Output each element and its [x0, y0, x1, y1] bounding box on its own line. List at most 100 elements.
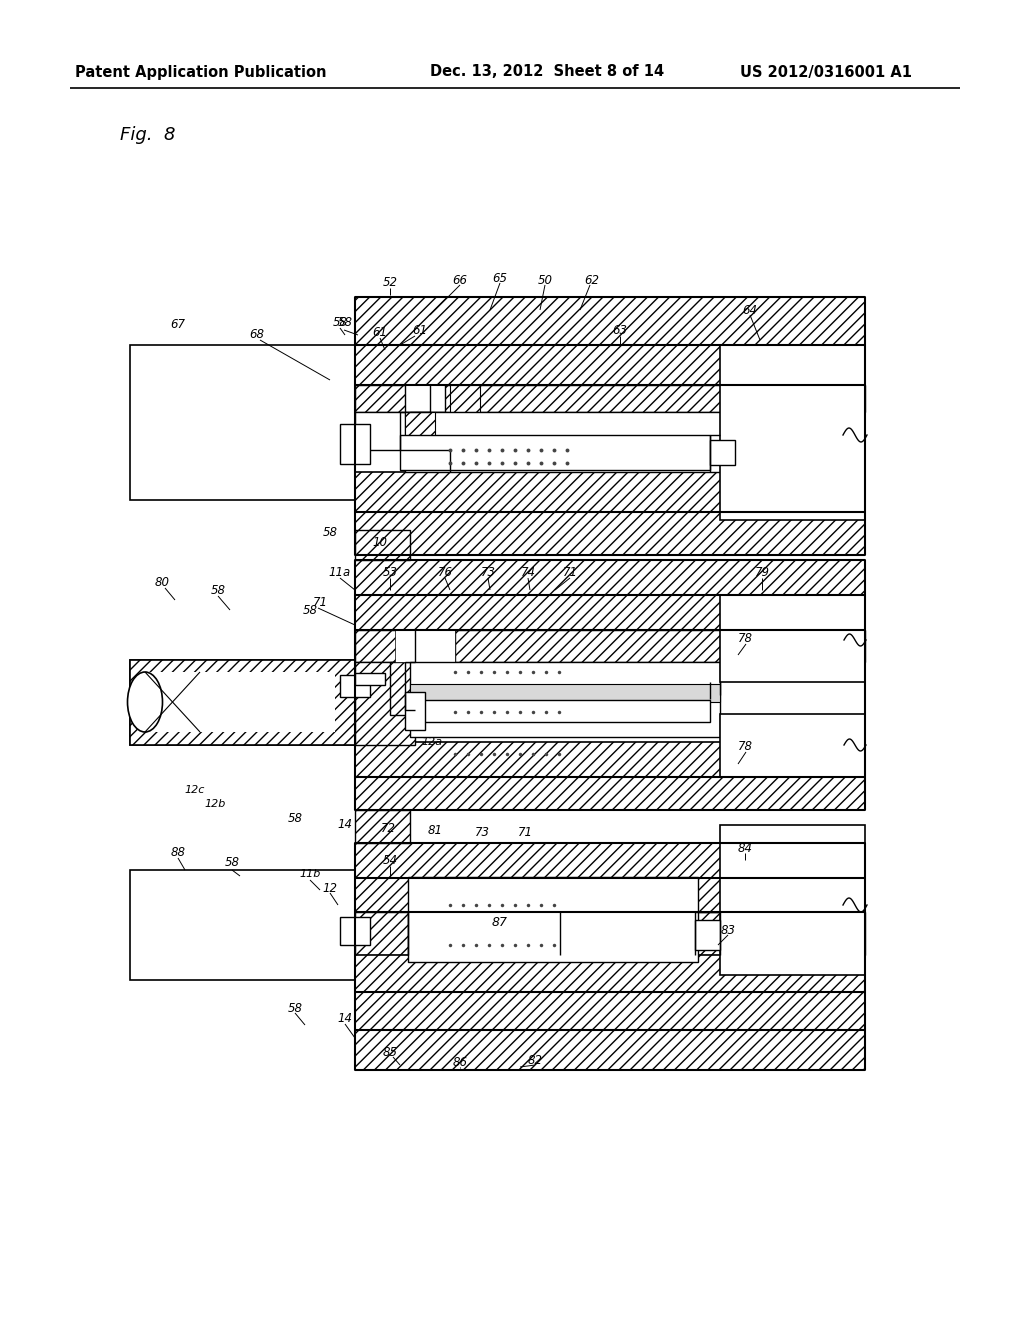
Bar — [145, 672, 335, 733]
Text: 74: 74 — [520, 565, 536, 578]
Bar — [355, 843, 865, 878]
Bar — [130, 870, 355, 979]
Bar — [395, 630, 455, 663]
Text: 71: 71 — [312, 595, 328, 609]
Text: 65: 65 — [493, 272, 508, 285]
Text: 85: 85 — [383, 1045, 397, 1059]
Bar — [410, 684, 720, 702]
Text: 87: 87 — [492, 916, 508, 928]
Text: 78: 78 — [737, 631, 753, 644]
Text: 63: 63 — [612, 323, 628, 337]
Text: 14: 14 — [338, 1011, 352, 1024]
Text: Patent Application Publication: Patent Application Publication — [75, 65, 327, 79]
Text: 11a: 11a — [329, 565, 351, 578]
Text: 73: 73 — [474, 825, 489, 838]
Text: 12: 12 — [323, 882, 338, 895]
Bar — [355, 595, 865, 630]
Bar — [408, 876, 698, 962]
Bar — [355, 878, 865, 912]
Text: 83: 83 — [721, 924, 735, 936]
Bar — [695, 920, 720, 950]
Text: 86: 86 — [453, 1056, 468, 1068]
Text: 58: 58 — [288, 1002, 302, 1015]
Text: 53: 53 — [383, 565, 397, 578]
Bar — [355, 1030, 865, 1071]
Bar — [355, 412, 445, 450]
Bar — [415, 700, 710, 722]
Bar — [355, 630, 406, 663]
Text: Fig.  8: Fig. 8 — [120, 125, 175, 144]
Bar — [355, 663, 415, 744]
Text: 11b: 11b — [299, 869, 321, 879]
Bar — [355, 810, 410, 843]
Bar — [355, 777, 865, 810]
Text: 78: 78 — [737, 741, 753, 754]
Text: 58: 58 — [224, 857, 240, 870]
Bar — [406, 412, 725, 473]
Text: 64: 64 — [742, 304, 758, 317]
Text: 12a: 12a — [422, 737, 442, 747]
Bar — [455, 630, 865, 663]
Text: 14: 14 — [338, 817, 352, 830]
Bar — [720, 595, 865, 682]
Bar — [355, 297, 865, 345]
Bar — [390, 663, 450, 715]
Text: 81: 81 — [427, 824, 442, 837]
Bar — [355, 954, 865, 993]
Bar — [720, 825, 865, 975]
Text: 80: 80 — [155, 576, 170, 589]
Text: 82: 82 — [527, 1053, 543, 1067]
Bar — [130, 345, 355, 500]
Bar — [720, 345, 865, 520]
Bar — [130, 660, 355, 744]
Bar — [560, 912, 865, 954]
Bar — [406, 412, 435, 450]
Text: 58: 58 — [323, 527, 338, 540]
Text: 71: 71 — [562, 565, 578, 578]
Text: 71: 71 — [517, 826, 532, 840]
Bar — [340, 917, 370, 945]
Text: 67: 67 — [171, 318, 185, 331]
Bar — [355, 512, 865, 554]
Text: 79: 79 — [755, 565, 769, 578]
Bar — [445, 385, 865, 412]
Text: 68: 68 — [250, 327, 264, 341]
Text: 72: 72 — [381, 821, 395, 834]
Text: 54: 54 — [383, 854, 397, 866]
Bar — [355, 742, 865, 777]
Text: 10: 10 — [373, 536, 387, 549]
Bar — [355, 473, 865, 512]
Text: 58: 58 — [302, 603, 317, 616]
Text: 50: 50 — [538, 273, 553, 286]
Text: 12b: 12b — [205, 799, 225, 809]
Bar — [355, 345, 865, 385]
Bar — [130, 660, 355, 744]
Text: 61: 61 — [413, 323, 427, 337]
Bar — [355, 673, 385, 685]
Text: 62: 62 — [585, 273, 599, 286]
Text: US 2012/0316001 A1: US 2012/0316001 A1 — [740, 65, 912, 79]
Bar — [355, 912, 410, 954]
Bar — [355, 385, 406, 412]
Text: 12c: 12c — [184, 785, 205, 795]
Bar — [710, 440, 735, 465]
Bar — [410, 663, 720, 737]
Ellipse shape — [128, 672, 163, 733]
Text: Dec. 13, 2012  Sheet 8 of 14: Dec. 13, 2012 Sheet 8 of 14 — [430, 65, 665, 79]
Bar — [340, 675, 370, 697]
Text: 73: 73 — [480, 565, 496, 578]
Text: 84: 84 — [737, 842, 753, 854]
Text: 58: 58 — [288, 812, 302, 825]
Bar — [355, 531, 410, 560]
Text: 66: 66 — [453, 273, 468, 286]
Bar — [400, 436, 710, 470]
Text: 76: 76 — [437, 565, 453, 578]
Bar — [410, 412, 445, 450]
Bar — [355, 560, 865, 595]
Text: 61: 61 — [373, 326, 387, 338]
Text: 88: 88 — [171, 846, 185, 858]
Bar — [450, 385, 480, 412]
Text: 58: 58 — [333, 315, 347, 329]
Bar — [408, 912, 563, 954]
Text: 52: 52 — [383, 276, 397, 289]
